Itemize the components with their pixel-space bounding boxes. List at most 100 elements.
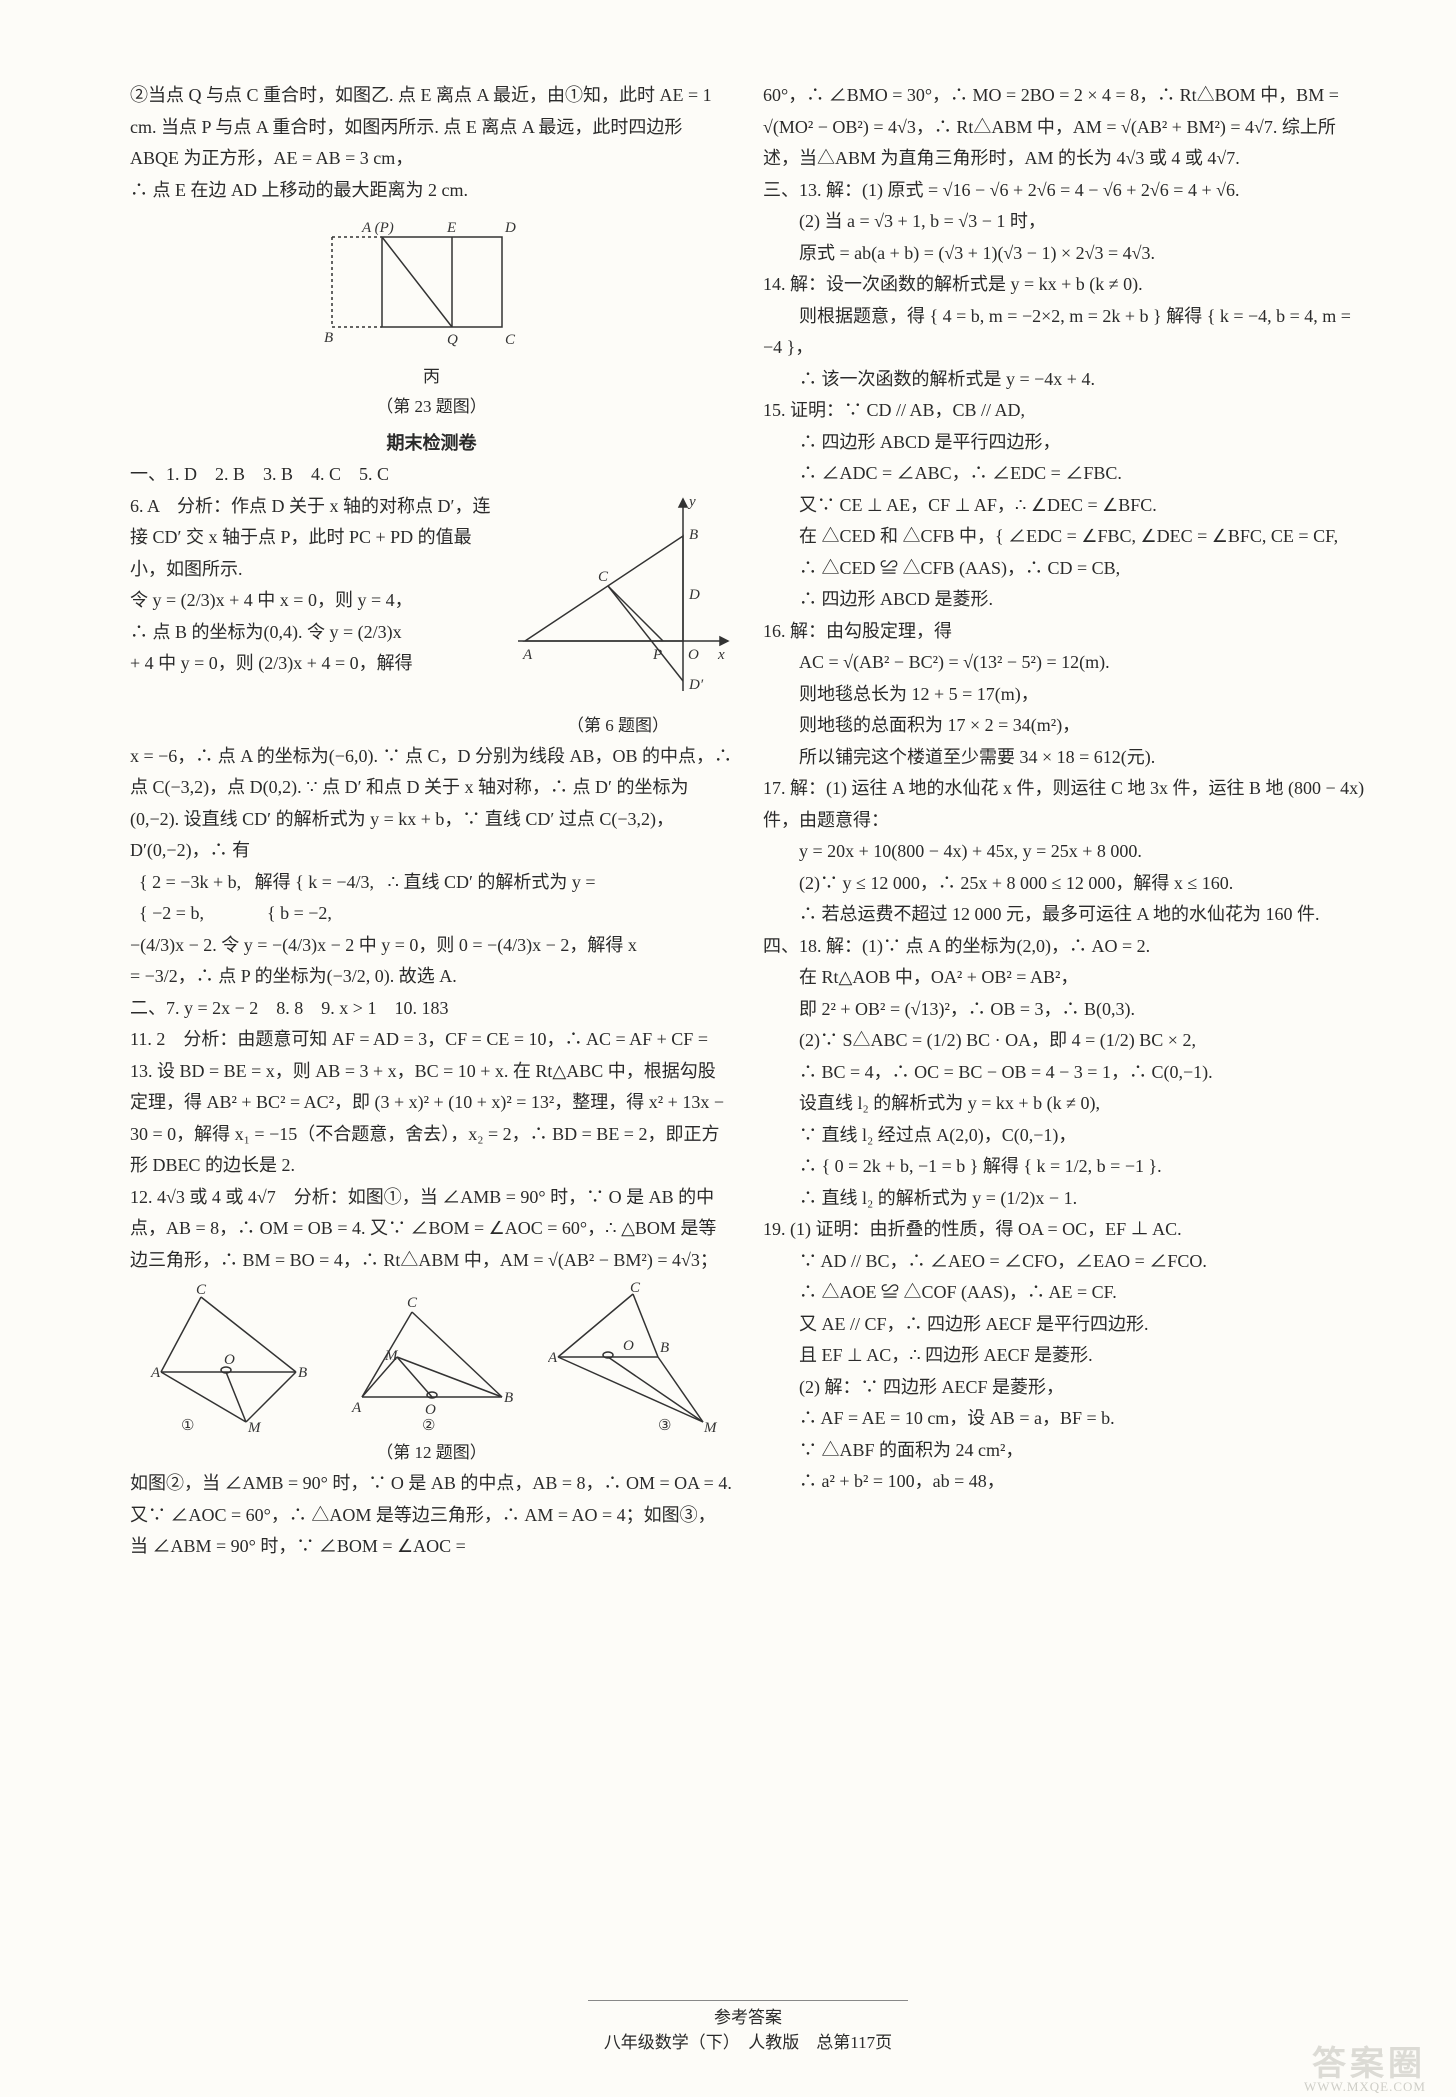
figure-12-row: C A O B M ①: [130, 1282, 733, 1432]
r18b: 在 Rt△AOB 中，OA² + OB² = AB²，: [763, 962, 1366, 994]
lbl-P6: P: [652, 647, 662, 663]
svg-text:M: M: [384, 1348, 399, 1364]
fig12-cap: （第 12 题图）: [130, 1438, 733, 1468]
r16e: 所以铺完这个楼道至少需要 34 × 18 = 612(元).: [763, 742, 1366, 774]
r18f: 设直线 l₂ 的解析式为 y = kx + b (k ≠ 0),: [763, 1088, 1366, 1120]
r15e: 在 △CED 和 △CFB 中，{ ∠EDC = ∠FBC, ∠DEC = ∠B…: [763, 521, 1366, 553]
r15g: ∴ 四边形 ABCD 是菱形.: [763, 584, 1366, 616]
svg-text:B: B: [298, 1365, 307, 1381]
fig12-1: C A O B M ①: [146, 1282, 316, 1432]
fig23-svg: A (P) E D B Q C: [322, 212, 542, 362]
r19h: ∵ △ABF 的面积为 24 cm²，: [763, 1435, 1366, 1467]
r16a: 16. 解：由勾股定理，得: [763, 616, 1366, 648]
fig12-2: C A M O B ②: [347, 1282, 517, 1432]
r14c: ∴ 该一次函数的解析式是 y = −4x + 4.: [763, 364, 1366, 396]
exam-title: 期末检测卷: [130, 428, 733, 460]
lbl-C6: C: [598, 569, 609, 585]
r19a: 19. (1) 证明：由折叠的性质，得 OA = OC，EF ⊥ AC.: [763, 1214, 1366, 1246]
q11: 11. 2 分析：由题意可知 AF = AD = 3，CF = CE = 10，…: [130, 1024, 733, 1182]
r18a: 四、18. 解：(1)∵ 点 A 的坐标为(2,0)，∴ AO = 2.: [763, 931, 1366, 963]
q12a: 12. 4√3 或 4 或 4√7 分析：如图①，当 ∠AMB = 90° 时，…: [130, 1182, 733, 1277]
r18d: (2)∵ S△ABC = (1/2) BC · OA，即 4 = (1/2) B…: [763, 1025, 1366, 1057]
q12b: 如图②，当 ∠AMB = 90° 时，∵ O 是 AB 的中点，AB = 8，∴…: [130, 1468, 733, 1563]
lbl-B6: B: [689, 527, 698, 543]
svg-text:A: A: [150, 1365, 161, 1381]
r18i: ∴ 直线 l₂ 的解析式为 y = (1/2)x − 1.: [763, 1183, 1366, 1215]
r17a: 17. 解：(1) 运往 A 地的水仙花 x 件，则运往 C 地 3x 件，运往…: [763, 773, 1366, 836]
lbl-D6: D: [688, 587, 700, 603]
r16d: 则地毯的总面积为 17 × 2 = 34(m²)，: [763, 710, 1366, 742]
svg-text:B: B: [504, 1390, 513, 1406]
r17b: y = 20x + 10(800 − 4x) + 45x, y = 25x + …: [763, 836, 1366, 868]
svg-text:②: ②: [422, 1418, 435, 1432]
lbl-E: E: [446, 220, 456, 236]
right-column: 60°，∴ ∠BMO = 30°，∴ MO = 2BO = 2 × 4 = 8，…: [763, 80, 1366, 1980]
fig6-cap: （第 6 题图）: [503, 711, 733, 741]
svg-text:A: A: [351, 1400, 362, 1416]
sec1-choices: 一、1. D 2. B 3. B 4. C 5. C: [130, 459, 733, 491]
r15c: ∴ ∠ADC = ∠ABC，∴ ∠EDC = ∠FBC.: [763, 458, 1366, 490]
r19e: 且 EF ⊥ AC，∴ 四边形 AECF 是菱形.: [763, 1340, 1366, 1372]
lbl-D: D: [504, 220, 516, 236]
q6-h: = −3/2，∴ 点 P 的坐标为(−3/2, 0). 故选 A.: [130, 961, 733, 993]
r13c: 原式 = ab(a + b) = (√3 + 1)(√3 − 1) × 2√3 …: [763, 238, 1366, 270]
lbl-Dp: D′: [688, 677, 704, 693]
svg-text:O: O: [425, 1402, 436, 1418]
lbl-A6: A: [522, 647, 533, 663]
left-column: ②当点 Q 与点 C 重合时，如图乙. 点 E 离点 A 最近，由①知，此时 A…: [130, 80, 733, 1980]
q6-g: −(4/3)x − 2. 令 y = −(4/3)x − 2 中 y = 0，则…: [130, 930, 733, 962]
footer-line1: 参考答案: [130, 2003, 1366, 2028]
svg-text:B: B: [660, 1340, 669, 1356]
lbl-Q: Q: [447, 332, 458, 348]
svg-text:C: C: [407, 1295, 418, 1311]
r19b: ∵ AD // BC，∴ ∠AEO = ∠CFO，∠EAO = ∠FCO.: [763, 1246, 1366, 1278]
r15a: 15. 证明：∵ CD // AB，CB // AD,: [763, 395, 1366, 427]
lbl-O6: O: [688, 647, 699, 663]
svg-text:C: C: [196, 1282, 207, 1298]
r15d: 又∵ CE ⊥ AE，CF ⊥ AF，∴ ∠DEC = ∠BFC.: [763, 490, 1366, 522]
q6-f2: { −2 = b, { b = −2,: [130, 898, 733, 930]
lbl-C: C: [505, 332, 516, 348]
r15f: ∴ △CED ≌ △CFB (AAS)，∴ CD = CB,: [763, 553, 1366, 585]
two-column-layout: ②当点 Q 与点 C 重合时，如图乙. 点 E 离点 A 最近，由①知，此时 A…: [130, 80, 1366, 1980]
svg-text:M: M: [247, 1420, 262, 1432]
svg-text:C: C: [630, 1282, 641, 1296]
r19g: ∴ AF = AE = 10 cm，设 AB = a，BF = b.: [763, 1403, 1366, 1435]
sec2-fill: 二、7. y = 2x − 2 8. 8 9. x > 1 10. 183: [130, 993, 733, 1025]
lbl-AP: A (P): [361, 220, 394, 236]
r18h: ∴ { 0 = 2k + b, −1 = b } 解得 { k = 1/2, b…: [763, 1151, 1366, 1183]
svg-text:O: O: [224, 1352, 235, 1368]
r18g: ∵ 直线 l₂ 经过点 A(2,0)，C(0,−1)，: [763, 1120, 1366, 1152]
r16c: 则地毯总长为 12 + 5 = 17(m)，: [763, 679, 1366, 711]
r1: 60°，∴ ∠BMO = 30°，∴ MO = 2BO = 2 × 4 = 8，…: [763, 80, 1366, 175]
q23-text-b: ∴ 点 E 在边 AD 上移动的最大距离为 2 cm.: [130, 175, 733, 207]
r13a: 三、13. 解：(1) 原式 = √16 − √6 + 2√6 = 4 − √6…: [763, 175, 1366, 207]
watermark-text: 答案圈: [1312, 2036, 1426, 2085]
r17d: ∴ 若总运费不超过 12 000 元，最多可运往 A 地的水仙花为 160 件.: [763, 899, 1366, 931]
svg-text:③: ③: [658, 1418, 671, 1432]
r15b: ∴ 四边形 ABCD 是平行四边形，: [763, 427, 1366, 459]
figure-23: A (P) E D B Q C 丙 （第 23 题图）: [130, 212, 733, 422]
q6-e: x = −6，∴ 点 A 的坐标为(−6,0). ∵ 点 C，D 分别为线段 A…: [130, 741, 733, 867]
r19i: ∴ a² + b² = 100，ab = 48，: [763, 1466, 1366, 1498]
fig6-svg: y B C D A P O x D′: [503, 491, 733, 701]
lbl-B: B: [324, 330, 333, 346]
footer-line2: 八年级数学（下） 人教版 总第117页: [130, 2028, 1366, 2053]
figure-6: y B C D A P O x D′ （第 6 题图）: [503, 491, 733, 741]
fig12-3: C A O B M ③: [548, 1282, 718, 1432]
r14a: 14. 解：设一次函数的解析式是 y = kx + b (k ≠ 0).: [763, 269, 1366, 301]
svg-text:①: ①: [181, 1418, 194, 1432]
r19f: (2) 解：∵ 四边形 AECF 是菱形，: [763, 1372, 1366, 1404]
r16b: AC = √(AB² − BC²) = √(13² − 5²) = 12(m).: [763, 647, 1366, 679]
r13b: (2) 当 a = √3 + 1, b = √3 − 1 时，: [763, 206, 1366, 238]
lbl-x: x: [717, 647, 725, 663]
page: ②当点 Q 与点 C 重合时，如图乙. 点 E 离点 A 最近，由①知，此时 A…: [0, 0, 1456, 2097]
r19c: ∴ △AOE ≌ △COF (AAS)，∴ AE = CF.: [763, 1277, 1366, 1309]
footer-rule: [588, 2000, 908, 2001]
q23-text-a: ②当点 Q 与点 C 重合时，如图乙. 点 E 离点 A 最近，由①知，此时 A…: [130, 80, 733, 175]
r19d: 又 AE // CF，∴ 四边形 AECF 是平行四边形.: [763, 1309, 1366, 1341]
fig23-cap: （第 23 题图）: [130, 392, 733, 422]
fig23-sub: 丙: [130, 362, 733, 392]
r18c: 即 2² + OB² = (√13)²，∴ OB = 3，∴ B(0,3).: [763, 994, 1366, 1026]
svg-text:A: A: [548, 1350, 558, 1366]
